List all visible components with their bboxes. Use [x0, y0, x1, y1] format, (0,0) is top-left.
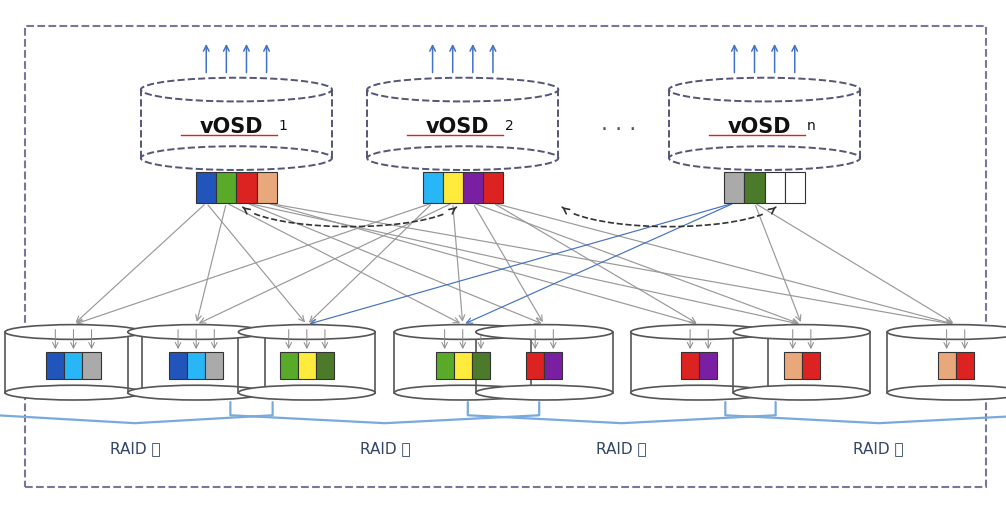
- FancyBboxPatch shape: [681, 352, 699, 379]
- Text: RAID 组: RAID 组: [853, 442, 903, 456]
- Polygon shape: [631, 332, 768, 393]
- Ellipse shape: [394, 385, 531, 400]
- Ellipse shape: [238, 325, 375, 339]
- FancyBboxPatch shape: [765, 172, 785, 203]
- FancyBboxPatch shape: [744, 172, 765, 203]
- Text: RAID 组: RAID 组: [360, 442, 410, 456]
- FancyBboxPatch shape: [443, 172, 463, 203]
- Ellipse shape: [367, 77, 558, 102]
- FancyBboxPatch shape: [544, 352, 562, 379]
- FancyBboxPatch shape: [472, 352, 490, 379]
- Text: 1: 1: [279, 119, 288, 133]
- Polygon shape: [669, 90, 860, 158]
- Ellipse shape: [5, 385, 142, 400]
- Text: 2: 2: [505, 119, 514, 133]
- Text: vOSD: vOSD: [426, 118, 490, 137]
- Text: RAID 组: RAID 组: [111, 442, 161, 456]
- FancyBboxPatch shape: [257, 172, 277, 203]
- FancyBboxPatch shape: [784, 352, 802, 379]
- Ellipse shape: [141, 77, 332, 102]
- Text: . . .: . . .: [601, 114, 637, 134]
- FancyBboxPatch shape: [526, 352, 544, 379]
- FancyBboxPatch shape: [802, 352, 820, 379]
- FancyBboxPatch shape: [436, 352, 454, 379]
- FancyBboxPatch shape: [938, 352, 956, 379]
- FancyBboxPatch shape: [216, 172, 236, 203]
- FancyBboxPatch shape: [785, 172, 805, 203]
- Ellipse shape: [669, 77, 860, 102]
- Polygon shape: [5, 332, 142, 393]
- Ellipse shape: [5, 325, 142, 339]
- Ellipse shape: [631, 385, 768, 400]
- Polygon shape: [887, 332, 1006, 393]
- FancyBboxPatch shape: [483, 172, 503, 203]
- FancyBboxPatch shape: [196, 172, 216, 203]
- Polygon shape: [141, 90, 332, 158]
- FancyBboxPatch shape: [316, 352, 334, 379]
- Ellipse shape: [733, 385, 870, 400]
- FancyBboxPatch shape: [956, 352, 974, 379]
- Ellipse shape: [733, 325, 870, 339]
- Text: vOSD: vOSD: [199, 118, 264, 137]
- Polygon shape: [238, 332, 375, 393]
- Ellipse shape: [141, 146, 332, 170]
- Polygon shape: [367, 90, 558, 158]
- FancyBboxPatch shape: [236, 172, 257, 203]
- FancyBboxPatch shape: [187, 352, 205, 379]
- Ellipse shape: [128, 385, 265, 400]
- FancyBboxPatch shape: [454, 352, 472, 379]
- FancyBboxPatch shape: [25, 26, 986, 487]
- Ellipse shape: [631, 325, 768, 339]
- Polygon shape: [394, 332, 531, 393]
- Ellipse shape: [238, 385, 375, 400]
- FancyBboxPatch shape: [82, 352, 101, 379]
- Text: RAID 组: RAID 组: [597, 442, 647, 456]
- FancyBboxPatch shape: [64, 352, 82, 379]
- FancyBboxPatch shape: [205, 352, 223, 379]
- Polygon shape: [476, 332, 613, 393]
- FancyBboxPatch shape: [298, 352, 316, 379]
- FancyBboxPatch shape: [46, 352, 64, 379]
- FancyBboxPatch shape: [724, 172, 744, 203]
- FancyBboxPatch shape: [699, 352, 717, 379]
- Ellipse shape: [887, 325, 1006, 339]
- Ellipse shape: [887, 385, 1006, 400]
- Ellipse shape: [669, 146, 860, 170]
- FancyBboxPatch shape: [463, 172, 483, 203]
- Ellipse shape: [476, 385, 613, 400]
- Text: vOSD: vOSD: [727, 118, 792, 137]
- Ellipse shape: [367, 146, 558, 170]
- Polygon shape: [733, 332, 870, 393]
- Polygon shape: [128, 332, 265, 393]
- Ellipse shape: [128, 325, 265, 339]
- FancyBboxPatch shape: [423, 172, 443, 203]
- Text: n: n: [807, 119, 816, 133]
- FancyBboxPatch shape: [280, 352, 298, 379]
- FancyBboxPatch shape: [169, 352, 187, 379]
- Ellipse shape: [476, 325, 613, 339]
- Ellipse shape: [394, 325, 531, 339]
